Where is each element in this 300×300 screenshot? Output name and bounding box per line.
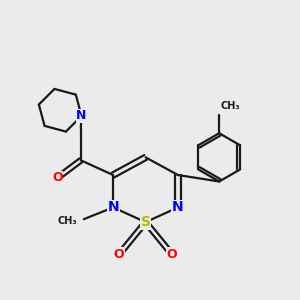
Text: O: O <box>52 172 63 184</box>
Text: O: O <box>114 248 124 261</box>
Text: CH₃: CH₃ <box>58 216 77 226</box>
Text: O: O <box>167 248 177 261</box>
Text: N: N <box>76 110 87 122</box>
Text: N: N <box>107 200 119 214</box>
Text: N: N <box>172 200 184 214</box>
Text: CH₃: CH₃ <box>221 101 240 111</box>
Text: S: S <box>141 215 151 229</box>
